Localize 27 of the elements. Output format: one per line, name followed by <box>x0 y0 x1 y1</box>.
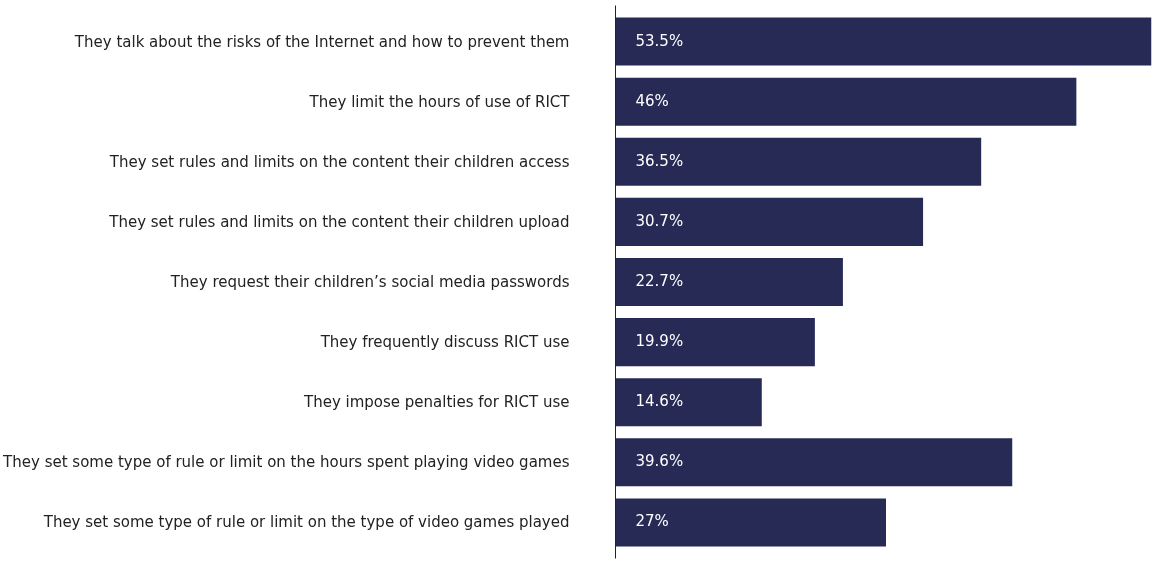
y-tick-label: They impose penalties for RICT use <box>303 393 570 412</box>
data-label: 36.5% <box>635 151 684 170</box>
y-tick-label: They set rules and limits on the content their children access <box>108 152 570 171</box>
data-label: 19.9% <box>635 332 684 351</box>
y-tick-label: They talk about the risks of the Internet and how to prevent them <box>73 32 570 51</box>
bar <box>615 318 815 367</box>
y-tick-label: They request their children’s social media passwords <box>169 273 570 291</box>
bar <box>615 438 1013 487</box>
bar <box>615 17 1152 66</box>
data-label: 46% <box>635 91 669 110</box>
y-tick-label: They set some type of rule or limit on the hours spent playing video games <box>2 453 570 472</box>
bar <box>615 197 924 246</box>
bar <box>615 77 1077 126</box>
bar <box>615 378 762 427</box>
data-label: 53.5% <box>635 31 684 50</box>
y-tick-label: They set some type of rule or limit on the type of video games played <box>42 513 570 532</box>
y-tick-label: They frequently discuss RICT use <box>319 333 570 352</box>
y-tick-label: They limit the hours of use of RICT <box>308 92 571 111</box>
bar <box>615 257 843 307</box>
y-tick-label: They set rules and limits on the content their children upload <box>108 212 570 231</box>
data-label: 39.6% <box>635 452 684 471</box>
data-label: 27% <box>635 512 669 531</box>
data-label: 14.6% <box>635 392 684 411</box>
data-label: 22.7% <box>635 272 684 290</box>
bar <box>615 498 886 547</box>
bar <box>615 137 982 186</box>
data-label: 30.7% <box>635 211 684 230</box>
